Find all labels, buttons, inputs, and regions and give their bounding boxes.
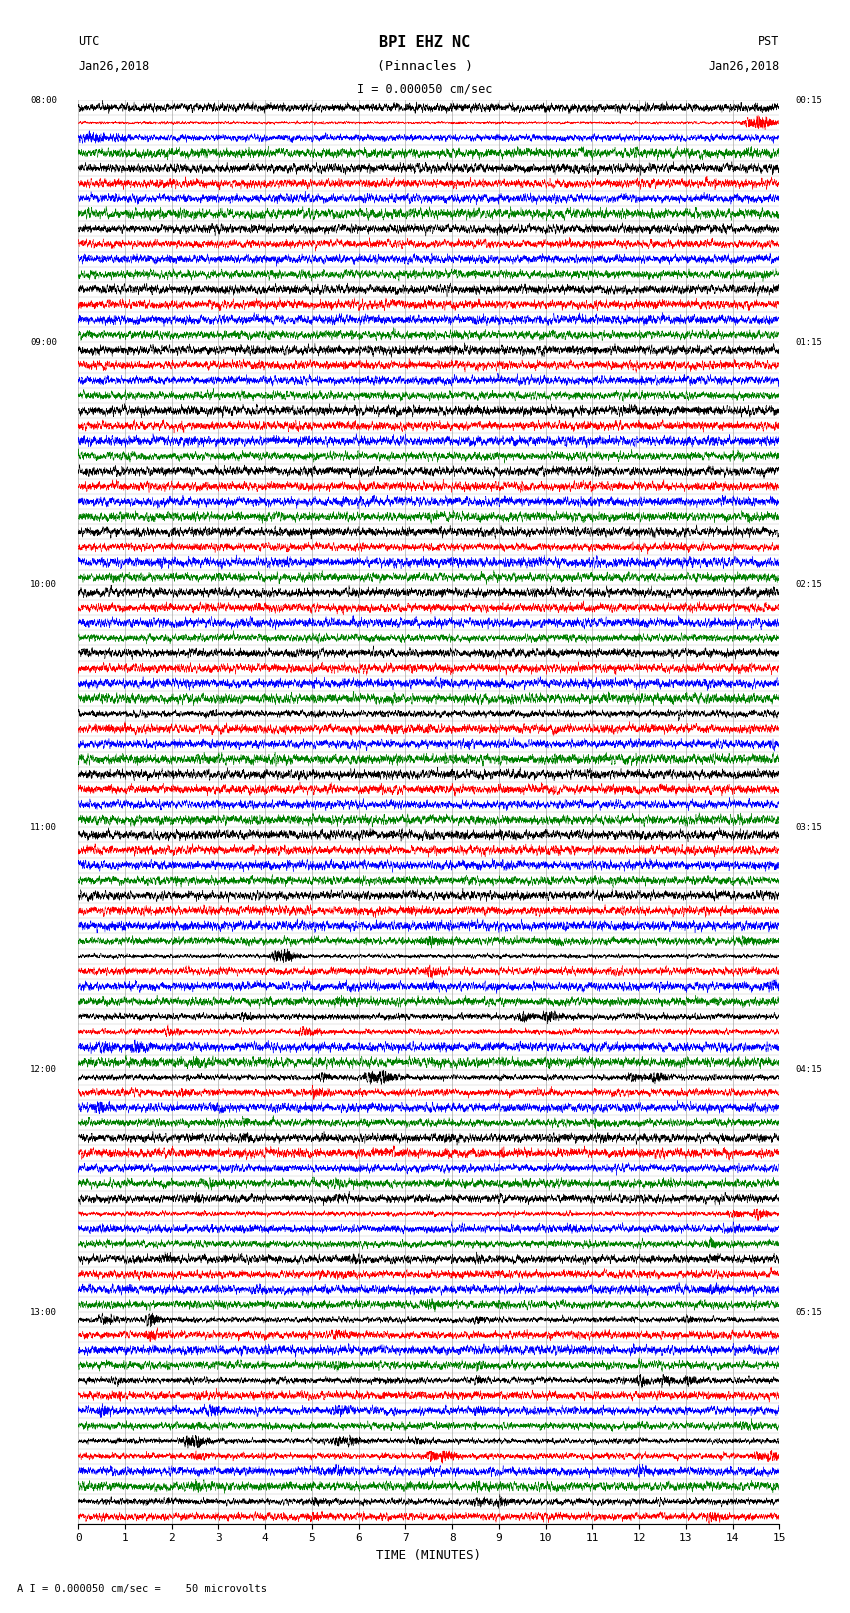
Text: A I = 0.000050 cm/sec =    50 microvolts: A I = 0.000050 cm/sec = 50 microvolts [17,1584,267,1594]
Text: PST: PST [758,35,779,48]
Text: 12:00: 12:00 [31,1065,57,1074]
Text: 02:15: 02:15 [796,581,823,589]
Text: 13:00: 13:00 [31,1308,57,1316]
Text: 08:00: 08:00 [31,95,57,105]
Text: 05:15: 05:15 [796,1308,823,1316]
Text: 01:15: 01:15 [796,339,823,347]
Text: 04:15: 04:15 [796,1065,823,1074]
Text: 10:00: 10:00 [31,581,57,589]
Text: 11:00: 11:00 [31,823,57,832]
Text: Jan26,2018: Jan26,2018 [78,60,150,73]
Text: UTC: UTC [78,35,99,48]
Text: Jan26,2018: Jan26,2018 [708,60,779,73]
Text: I = 0.000050 cm/sec: I = 0.000050 cm/sec [357,82,493,95]
X-axis label: TIME (MINUTES): TIME (MINUTES) [377,1548,481,1561]
Text: 00:15: 00:15 [796,95,823,105]
Text: BPI EHZ NC: BPI EHZ NC [379,35,471,50]
Text: 03:15: 03:15 [796,823,823,832]
Text: (Pinnacles ): (Pinnacles ) [377,60,473,73]
Text: 09:00: 09:00 [31,339,57,347]
